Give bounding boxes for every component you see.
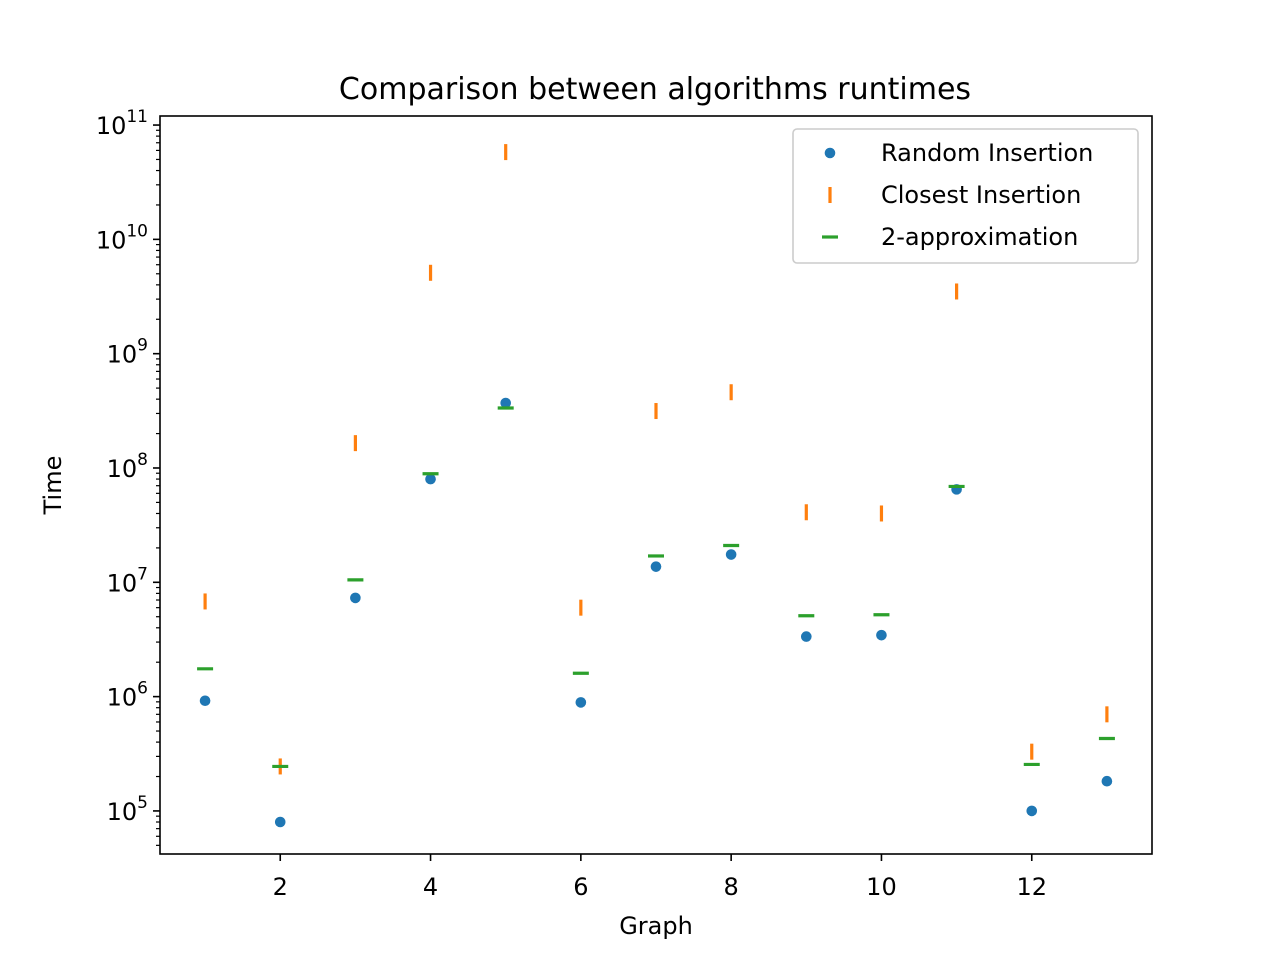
data-point — [801, 631, 812, 642]
y-tick-label: 105 — [107, 793, 148, 826]
data-point — [1101, 775, 1113, 787]
y-tick-label: 106 — [107, 679, 148, 712]
y-tick-base: 10 — [107, 341, 138, 369]
y-tick-label: 107 — [107, 564, 148, 597]
y-tick-label: 108 — [107, 450, 148, 483]
y-tick-exponent: 6 — [137, 679, 148, 699]
y-tick-exponent: 10 — [126, 221, 148, 241]
x-tick-label: 8 — [724, 873, 739, 901]
y-tick-base: 10 — [107, 455, 138, 483]
y-tick-base: 10 — [107, 684, 138, 712]
x-tick-label: 6 — [573, 873, 588, 901]
x-axis-label: Graph — [619, 912, 693, 940]
legend-label: 2-approximation — [881, 223, 1078, 251]
data-point — [199, 695, 211, 707]
data-point — [876, 629, 887, 641]
y-tick-base: 10 — [107, 798, 138, 826]
y-tick-exponent: 7 — [137, 564, 148, 584]
plot-frame — [159, 115, 1153, 855]
x-tick-label: 2 — [273, 873, 288, 901]
data-point — [1026, 805, 1038, 817]
y-tick-label: 1010 — [96, 221, 148, 254]
y-tick-label: 1011 — [96, 107, 148, 140]
y-axis-label: Time — [39, 456, 67, 516]
data-point — [425, 473, 436, 485]
data-point — [274, 816, 286, 828]
x-tick-label: 4 — [423, 873, 438, 901]
chart-title: Comparison between algorithms runtimes — [339, 72, 971, 107]
data-point — [350, 592, 361, 604]
legend-label: Closest Insertion — [881, 181, 1081, 209]
legend-box — [792, 128, 1139, 264]
y-tick-exponent: 11 — [126, 107, 148, 127]
data-point — [725, 549, 737, 560]
data-point — [650, 561, 662, 572]
data-point — [500, 397, 511, 409]
y-tick-exponent: 5 — [137, 793, 148, 813]
x-tick-label: 12 — [1016, 873, 1047, 901]
y-tick-base: 10 — [96, 112, 127, 140]
y-tick-label: 109 — [107, 336, 148, 369]
legend: Random Insertion Closest Insertion 2-appro… — [792, 128, 1139, 264]
y-tick-exponent: 9 — [137, 336, 148, 356]
x-tick-label: 10 — [866, 873, 897, 901]
data-point — [575, 697, 587, 708]
marks-layer — [197, 144, 1115, 828]
y-tick-base: 10 — [96, 226, 127, 254]
legend-marker — [824, 147, 836, 159]
legend-label: Random Insertion — [881, 139, 1093, 167]
y-tick-exponent: 8 — [137, 450, 148, 470]
y-tick-base: 10 — [107, 569, 138, 597]
